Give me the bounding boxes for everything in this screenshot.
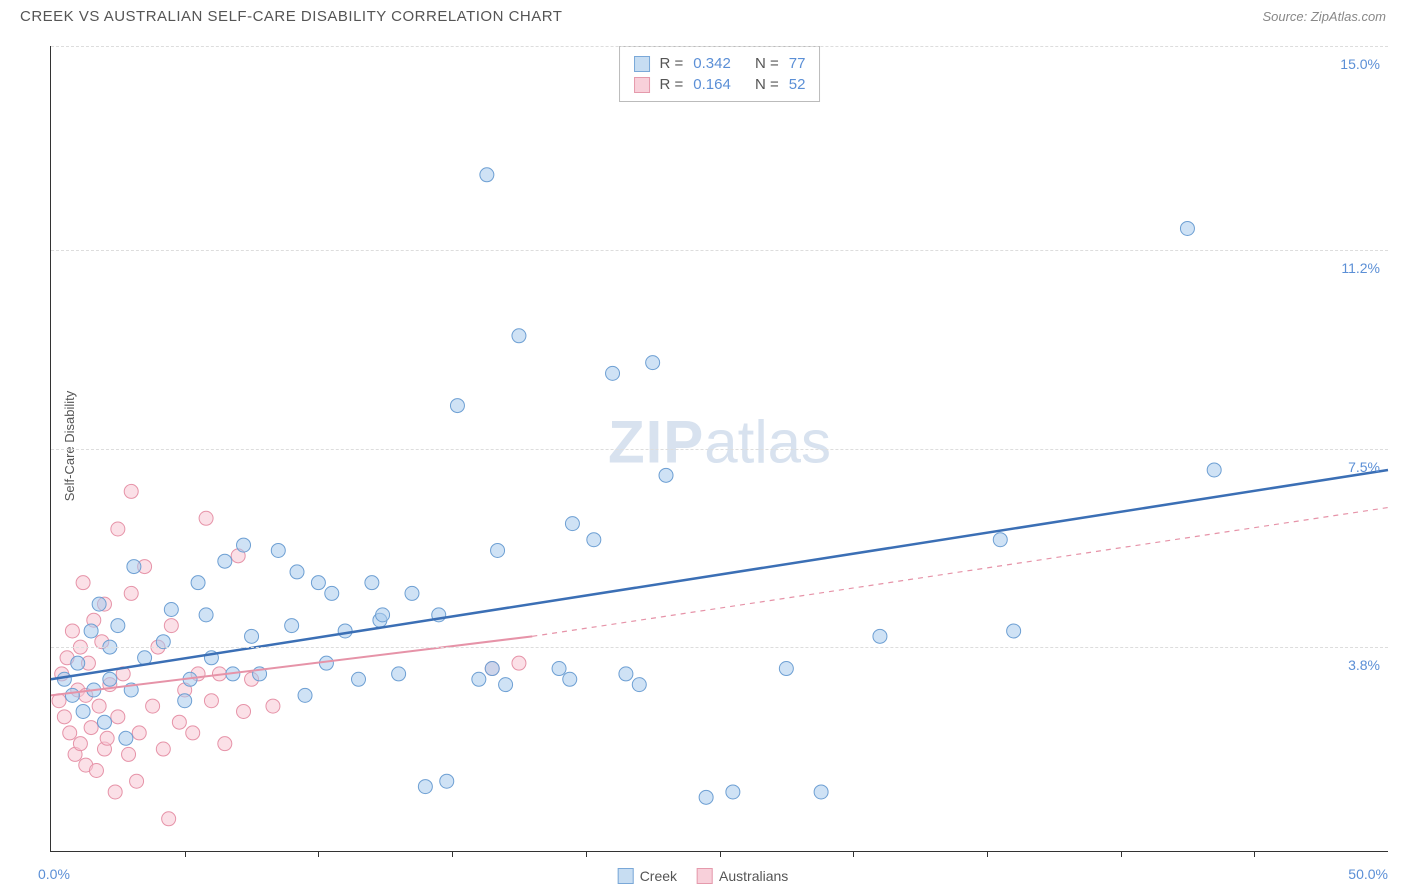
chart-plot-area: ZIPatlas R = 0.342 N = 77 R = 0.164 N = … bbox=[50, 46, 1388, 852]
legend: Creek Australians bbox=[618, 868, 789, 884]
y-tick-label: 3.8% bbox=[1348, 657, 1380, 673]
chart-title: CREEK VS AUSTRALIAN SELF-CARE DISABILITY… bbox=[20, 8, 562, 25]
y-tick-label: 7.5% bbox=[1348, 459, 1380, 475]
y-tick-label: 11.2% bbox=[1341, 260, 1380, 276]
swatch-pink-icon bbox=[697, 868, 713, 884]
swatch-blue-icon bbox=[618, 868, 634, 884]
legend-item-australians: Australians bbox=[697, 868, 788, 884]
source-attribution: Source: ZipAtlas.com bbox=[1262, 9, 1386, 24]
stats-row-creek: R = 0.342 N = 77 bbox=[634, 53, 806, 74]
swatch-blue-icon bbox=[634, 56, 650, 72]
y-tick-label: 15.0% bbox=[1340, 56, 1380, 72]
swatch-pink-icon bbox=[634, 77, 650, 93]
stats-row-australians: R = 0.164 N = 52 bbox=[634, 74, 806, 95]
x-max-label: 50.0% bbox=[1348, 866, 1388, 882]
x-min-label: 0.0% bbox=[38, 866, 70, 882]
correlation-stats-box: R = 0.342 N = 77 R = 0.164 N = 52 bbox=[619, 46, 821, 102]
legend-item-creek: Creek bbox=[618, 868, 677, 884]
